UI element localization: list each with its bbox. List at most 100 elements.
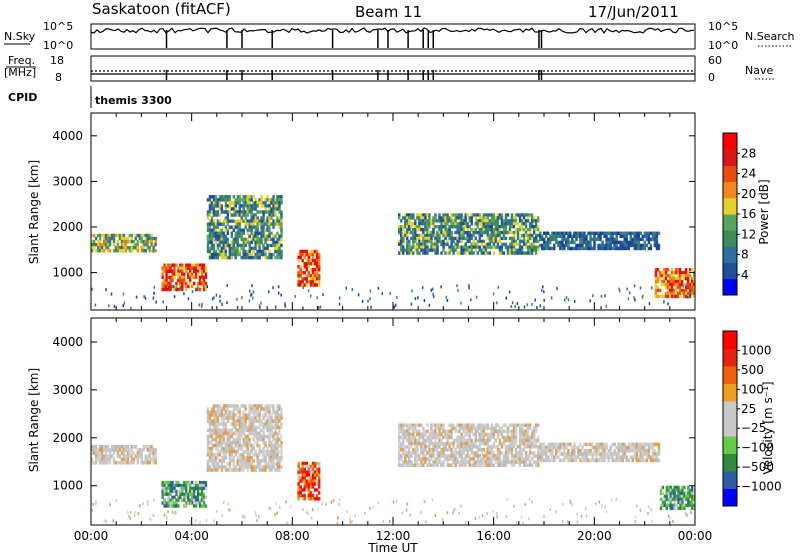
power-echo-cell	[150, 242, 153, 247]
power-speckle	[497, 285, 500, 289]
velocity-echo-cell	[256, 437, 259, 442]
velocity-echo-cell	[262, 431, 265, 436]
power-echo-cell	[534, 222, 538, 226]
velocity-echo-cell	[183, 486, 186, 491]
velocity-echo-cell	[563, 458, 566, 463]
velocity-echo-cell	[270, 468, 273, 472]
velocity-echo-cell	[667, 500, 670, 505]
power-echo-cell	[262, 237, 265, 242]
power-echo-cell	[684, 282, 688, 287]
velocity-echo-cell	[480, 448, 483, 452]
velocity-echo-cell	[464, 441, 467, 446]
power-echo-cell	[234, 231, 237, 236]
power-echo-cell	[248, 207, 251, 211]
power-echo-cell	[104, 233, 108, 238]
velocity-echo-cell	[177, 489, 180, 494]
velocity-echo-cell	[536, 438, 540, 443]
velocity-echo-cell	[311, 476, 315, 480]
velocity-echo-cell	[242, 449, 245, 454]
power-echo-cell	[676, 271, 680, 275]
power-echo-cell	[134, 233, 138, 238]
power-echo-cell	[173, 263, 176, 267]
velocity-echo-cell	[484, 438, 488, 443]
velocity-speckle	[112, 519, 114, 523]
power-echo-cell	[446, 216, 449, 220]
velocity-echo-cell	[462, 448, 465, 452]
velocity-echo-cell	[534, 429, 538, 434]
velocity-echo-cell	[685, 491, 688, 496]
power-echo-cell	[234, 249, 237, 254]
power-echo-cell	[651, 237, 655, 242]
power-echo-cell	[605, 237, 608, 242]
velocity-echo-cell	[317, 464, 321, 469]
power-echo-cell	[514, 227, 518, 232]
power-echo-cell	[428, 225, 431, 229]
power-echo-cell	[256, 234, 259, 239]
velocity-echo-cell	[641, 442, 645, 447]
power-echo-cell	[534, 227, 538, 232]
power-echo-cell	[280, 249, 283, 254]
power-speckle	[523, 305, 526, 309]
velocity-echo-cell	[494, 454, 498, 458]
power-echo-cell	[256, 225, 259, 229]
power-echo-cell	[406, 239, 409, 244]
velocity-echo-cell	[518, 457, 522, 461]
velocity-speckle	[650, 508, 653, 512]
velocity-speckle	[651, 520, 653, 524]
velocity-echo-cell	[272, 456, 275, 460]
velocity-echo-cell	[480, 457, 483, 461]
power-echo-cell	[528, 248, 532, 252]
power-echo-cell	[206, 213, 210, 217]
velocity-echo-cell	[398, 435, 401, 440]
power-echo-cell	[196, 284, 200, 289]
velocity-echo-cell	[583, 458, 586, 463]
velocity-echo-cell	[234, 425, 237, 430]
velocity-echo-cell	[530, 438, 534, 443]
velocity-echo-cell	[406, 444, 409, 449]
velocity-echo-cell	[458, 426, 461, 430]
velocity-speckle	[388, 519, 391, 523]
power-echo-cell	[474, 248, 477, 252]
velocity-echo-cell	[191, 498, 194, 502]
velocity-echo-cell	[230, 443, 233, 448]
velocity-echo-cell	[246, 465, 249, 469]
velocity-echo-cell	[538, 452, 542, 456]
power-echo-cell	[514, 230, 518, 235]
velocity-echo-cell	[474, 441, 477, 446]
power-echo-cell	[309, 280, 313, 284]
velocity-echo-cell	[526, 457, 530, 461]
power-echo-cell	[144, 239, 147, 244]
power-echo-cell	[662, 294, 666, 299]
velocity-echo-cell	[460, 438, 463, 443]
velocity-echo-cell	[224, 468, 228, 472]
power-colorbar-tick-label: 4	[741, 268, 749, 282]
power-echo-cell	[91, 246, 94, 250]
velocity-echo-cell	[508, 448, 512, 452]
power-echo-cell	[575, 246, 578, 251]
power-echo-cell	[167, 266, 170, 270]
power-echo-cell	[478, 213, 481, 217]
velocity-echo-cell	[667, 488, 670, 493]
power-echo-cell	[214, 240, 218, 245]
velocity-echo-cell	[647, 445, 651, 450]
velocity-echo-cell	[460, 435, 463, 440]
power-echo-cell	[224, 255, 228, 260]
power-echo-cell	[222, 210, 226, 214]
power-echo-cell	[191, 275, 194, 280]
velocity-echo-cell	[258, 416, 261, 420]
velocity-echo-cell	[315, 488, 319, 492]
power-echo-cell	[92, 246, 96, 250]
power-echo-cell	[210, 204, 214, 208]
power-echo-cell	[444, 236, 447, 241]
power-echo-cell	[518, 227, 522, 232]
velocity-echo-cell	[218, 453, 222, 457]
power-speckle	[689, 291, 691, 295]
velocity-echo-cell	[440, 432, 443, 437]
velocity-echo-cell	[112, 444, 116, 449]
velocity-echo-cell	[432, 463, 435, 467]
power-echo-cell	[690, 282, 694, 287]
velocity-echo-cell	[400, 454, 403, 458]
velocity-echo-cell	[169, 498, 172, 502]
velocity-echo-cell	[234, 431, 237, 436]
velocity-echo-cell	[450, 426, 453, 430]
